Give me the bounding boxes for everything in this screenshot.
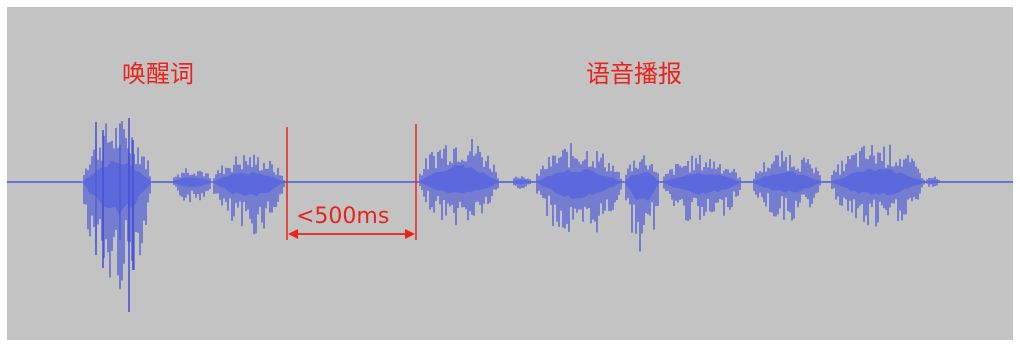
wake-word-waveform	[82, 118, 285, 312]
voice-broadcast-waveform	[418, 139, 940, 252]
gap-arrow-left-head	[288, 229, 298, 239]
gap-arrow-right-head	[405, 229, 415, 239]
gap-duration-label: <500ms	[296, 204, 389, 229]
waveform-panel	[7, 7, 1013, 340]
voice-broadcast-label: 语音播报	[586, 60, 682, 88]
wake-word-label: 唤醒词	[122, 60, 194, 88]
